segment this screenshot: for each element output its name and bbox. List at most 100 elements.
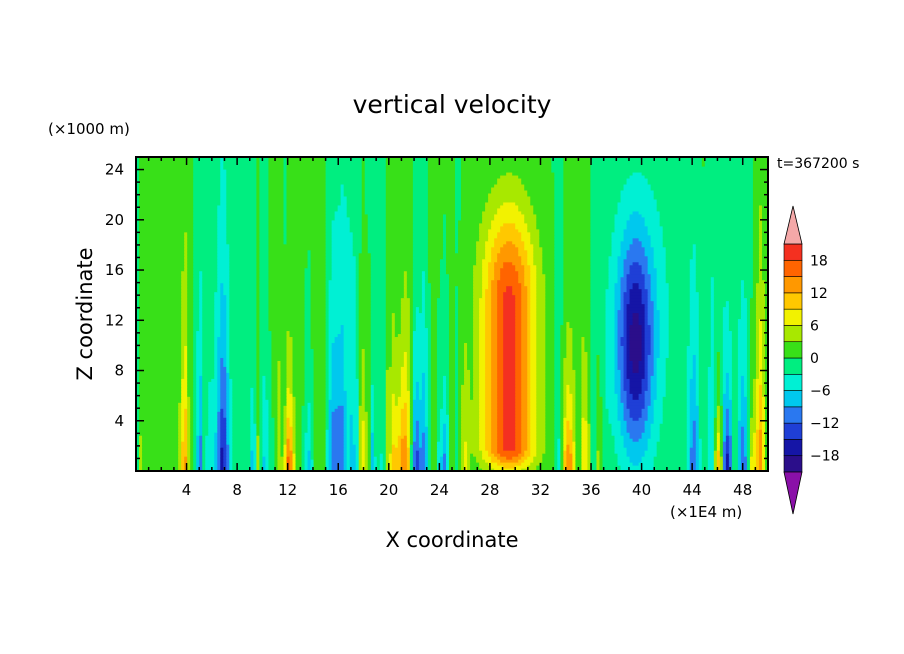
field-cell [737, 417, 742, 421]
field-cell [214, 327, 221, 332]
field-cell [758, 390, 763, 394]
field-cell [701, 459, 709, 463]
field-cell [406, 429, 411, 433]
field-cell [572, 435, 576, 439]
field-cell [527, 465, 537, 469]
field-cell [731, 351, 739, 355]
field-cell [364, 393, 372, 397]
field-cell [250, 444, 257, 448]
field-cell [283, 450, 288, 454]
field-cell [217, 354, 227, 358]
field-cell [220, 423, 227, 427]
field-cell [229, 381, 233, 385]
field-cell [283, 447, 288, 451]
field-cell [283, 435, 288, 439]
field-cell [391, 396, 396, 400]
field-cell [187, 369, 194, 373]
field-cell [758, 354, 763, 358]
field-cell [199, 396, 203, 400]
field-cell [722, 336, 733, 341]
field-cell [566, 411, 573, 415]
field-cell [491, 459, 501, 463]
field-cell [596, 450, 601, 454]
field-cell [448, 426, 456, 430]
field-cell [139, 363, 182, 367]
field-cell [193, 420, 197, 424]
field-cell [442, 384, 447, 388]
field-cell [142, 435, 179, 439]
field-cell [418, 426, 429, 430]
field-cell [536, 426, 546, 430]
field-cell [358, 357, 363, 361]
field-cell [295, 453, 303, 457]
field-cell [503, 336, 516, 341]
field-cell [355, 330, 360, 335]
field-cell [358, 459, 363, 463]
field-cell [430, 390, 438, 394]
field-cell [575, 432, 583, 436]
field-cell [719, 420, 724, 424]
field-cell [232, 390, 251, 394]
field-cell [650, 402, 655, 406]
field-cell [193, 399, 197, 403]
field-cell [361, 402, 366, 406]
field-cell [196, 348, 203, 352]
field-cell [530, 414, 537, 418]
field-cell [746, 450, 751, 454]
field-cell [554, 330, 561, 335]
field-cell [373, 456, 378, 460]
field-cell [295, 402, 306, 406]
field-cell [722, 390, 727, 394]
field-cell [193, 444, 197, 448]
field-cell [142, 462, 179, 466]
field-cell [193, 363, 197, 367]
field-cell [229, 390, 233, 394]
field-cell [626, 429, 646, 433]
field-cell [193, 465, 197, 469]
field-cell [764, 366, 769, 370]
field-cell [256, 408, 260, 412]
field-cell [713, 441, 718, 445]
field-cell [328, 462, 333, 466]
field-cell [665, 369, 688, 373]
field-cell [385, 363, 393, 367]
field-cell [187, 381, 194, 385]
field-cell [638, 369, 646, 373]
field-cell [370, 339, 387, 344]
field-cell [698, 435, 709, 439]
field-cell [560, 393, 564, 397]
field-cell [692, 360, 697, 364]
field-cell [650, 348, 655, 352]
field-cell [418, 423, 426, 427]
field-cell [527, 345, 531, 349]
field-cell [220, 360, 224, 364]
field-cell [455, 393, 459, 397]
field-cell [497, 339, 504, 344]
field-cell [650, 390, 658, 394]
field-cell [530, 390, 537, 394]
field-cell [503, 402, 516, 406]
field-cell [313, 450, 327, 454]
field-cell [184, 438, 188, 442]
field-cell [223, 459, 227, 463]
field-cell [641, 351, 646, 355]
field-cell [497, 447, 504, 451]
field-cell [262, 414, 270, 418]
field-cell [280, 405, 285, 409]
field-cell [743, 384, 748, 388]
field-cell [596, 369, 601, 373]
field-cell [436, 456, 441, 460]
field-cell [524, 453, 531, 457]
field-cell [436, 366, 450, 370]
field-cell [521, 450, 525, 454]
field-cell [262, 444, 270, 448]
field-cell [599, 456, 604, 460]
field-cell [626, 360, 634, 364]
field-cell [737, 363, 748, 367]
field-cell [455, 387, 459, 391]
field-cell [692, 369, 697, 373]
field-cell [521, 381, 528, 385]
field-cell [409, 354, 414, 358]
field-cell [629, 387, 643, 391]
field-cell [698, 396, 709, 400]
